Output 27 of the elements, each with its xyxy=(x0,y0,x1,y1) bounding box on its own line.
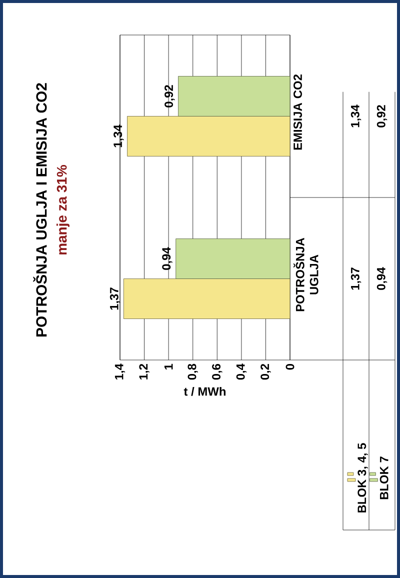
x-tick-label: 0,6 xyxy=(212,364,222,380)
text: 0,92 xyxy=(376,105,388,128)
x-tick-label: 0,2 xyxy=(260,364,271,380)
x-tick-label: 0 xyxy=(286,364,294,370)
legend-label: BLOK 3, 4, 5 xyxy=(358,443,368,512)
x-tick-label: 1 xyxy=(164,364,173,370)
x-tick-label: 1,2 xyxy=(139,364,150,380)
text: 1,37 xyxy=(350,268,362,290)
bar xyxy=(127,116,290,156)
y-tick-label: POTROŠNJA UGLJA xyxy=(294,238,318,312)
text: 1,34 xyxy=(350,104,362,128)
text: 0,94 xyxy=(376,267,388,290)
text: POTROŠNJA UGLJA I EMISIJA CO2 xyxy=(33,83,47,336)
x-axis-title: t / MWh xyxy=(184,386,226,396)
x-tick-label: 0,4 xyxy=(236,364,247,380)
bar xyxy=(176,238,290,279)
x-tick-label: 1,4 xyxy=(114,364,126,380)
legend-label: BLOK 7 xyxy=(380,456,388,500)
text: manje za 31% xyxy=(56,165,70,254)
bar xyxy=(123,278,290,319)
data-label: 0,92 xyxy=(164,85,175,108)
bar xyxy=(178,76,290,116)
data-label: 1,34 xyxy=(114,124,124,148)
data-label: 0,94 xyxy=(162,247,172,270)
data-label: 1,37 xyxy=(110,288,120,310)
x-tick-label: 0,8 xyxy=(188,364,198,380)
y-tick-label: EMISIJA CO2 xyxy=(294,74,302,150)
